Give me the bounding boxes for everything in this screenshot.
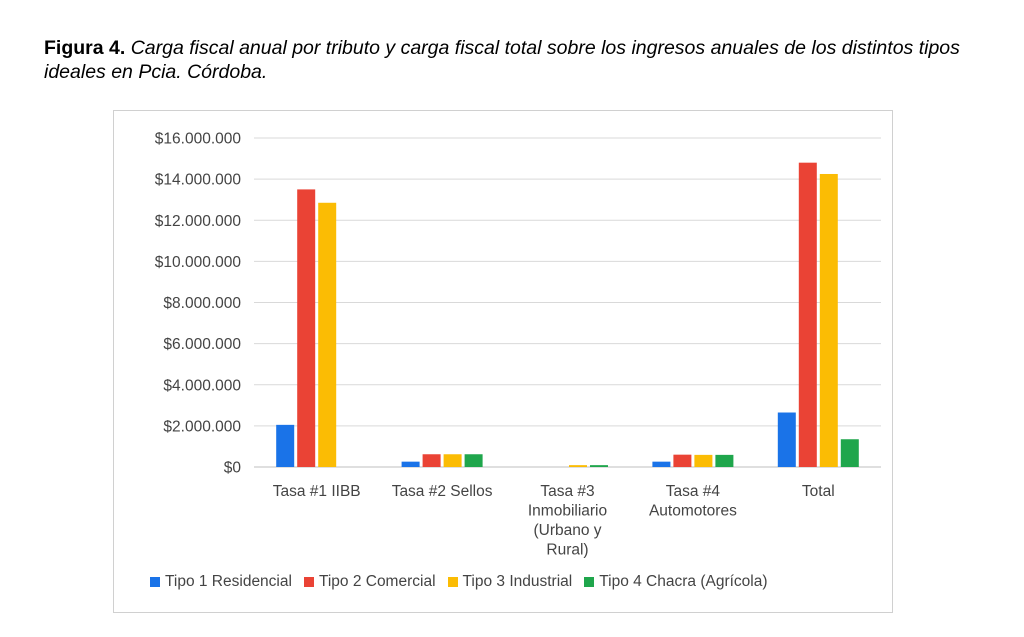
legend-swatch <box>447 577 458 587</box>
x-category-label: Tasa #1 IIBB <box>273 483 361 500</box>
bar-chart: $0 $2.000.000 $4.000.000 $6.000.000 $8.000.0… <box>155 131 881 559</box>
y-tick-label: $6.000.000 <box>163 336 241 353</box>
bar-3-3 <box>569 465 587 467</box>
chart-legend: Tipo 1 Residencial Tipo 2 Comercial Tipo 3… <box>150 573 768 591</box>
bar-1-1 <box>276 424 295 467</box>
bar-4-2 <box>464 454 483 467</box>
y-tick-label: $2.000.000 <box>163 418 241 435</box>
legend-label: Tipo 4 Chacra (Agrícola) <box>599 573 768 590</box>
bar-1-4 <box>652 461 671 467</box>
bar-4-3 <box>590 465 608 467</box>
bar-1-2 <box>401 461 420 467</box>
y-tick-label: $14.000.000 <box>155 172 242 189</box>
x-category-label: Automotores <box>649 503 737 520</box>
x-category-label: Tasa #3 <box>540 483 594 500</box>
bar-2-2 <box>422 454 441 467</box>
bar-2-5 <box>798 162 817 468</box>
bar-4-4 <box>715 454 734 467</box>
bar-3-1 <box>318 202 337 467</box>
x-category-label: Inmobiliario <box>528 503 607 520</box>
legend-label: Tipo 2 Comercial <box>318 573 436 590</box>
figure-caption: Figura 4. Carga fiscal anual por tributo… <box>44 36 1004 84</box>
y-tick-label: $10.000.000 <box>155 254 242 271</box>
legend-item: Tipo 2 Comercial <box>303 573 436 591</box>
legend-label: Tipo 1 Residencial <box>165 573 292 590</box>
x-category-label: Total <box>802 483 835 500</box>
legend-item: Tipo 4 Chacra (Agrícola) <box>584 573 768 591</box>
bar-4-5 <box>840 439 859 467</box>
x-category-label: Tasa #4 <box>666 483 721 500</box>
legend-swatch <box>150 577 160 587</box>
caption-text: Carga fiscal anual por tributo y carga f… <box>44 37 960 83</box>
bar-2-1 <box>297 189 316 467</box>
bar-3-5 <box>819 173 838 467</box>
x-category-label: (Urbano y <box>533 522 601 539</box>
legend-swatch <box>584 577 595 587</box>
y-tick-label: $4.000.000 <box>163 377 241 394</box>
legend-item: Tipo 1 Residencial <box>150 573 292 591</box>
caption-label: Figura 4. <box>44 37 126 59</box>
x-category-label: Tasa #2 Sellos <box>392 483 493 500</box>
bar-3-4 <box>694 454 713 467</box>
x-category-label: Rural) <box>546 542 588 559</box>
y-tick-label: $8.000.000 <box>163 295 241 312</box>
chart-frame: $0 $2.000.000 $4.000.000 $6.000.000 $8.000.0… <box>113 110 893 613</box>
legend-label: Tipo 3 Industrial <box>462 573 573 590</box>
legend-item: Tipo 3 Industrial <box>447 573 573 591</box>
bar-3-2 <box>443 454 462 467</box>
bar-2-4 <box>673 454 692 467</box>
y-tick-label: $16.000.000 <box>155 131 242 148</box>
bar-1-5 <box>777 412 796 467</box>
y-tick-label: $0 <box>224 460 242 477</box>
y-tick-label: $12.000.000 <box>155 213 242 230</box>
legend-swatch <box>303 577 314 587</box>
